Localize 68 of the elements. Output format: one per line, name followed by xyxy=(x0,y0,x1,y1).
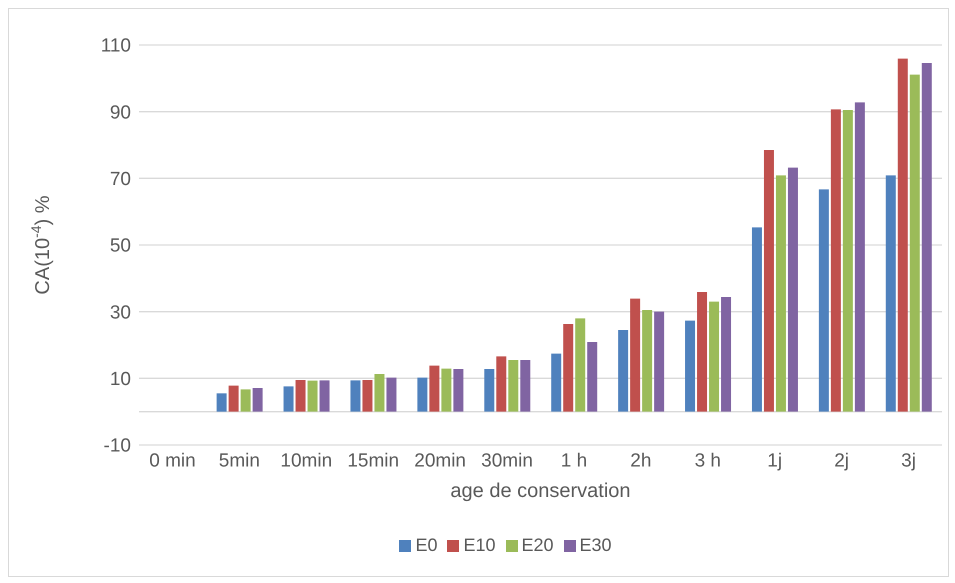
x-tick-label: 10min xyxy=(280,450,332,472)
bar xyxy=(216,393,227,412)
legend-label: E10 xyxy=(463,535,496,555)
bar xyxy=(350,380,360,412)
bar xyxy=(563,324,574,412)
bar xyxy=(429,366,440,412)
y-tick-label: 50 xyxy=(110,236,131,257)
bar xyxy=(441,368,452,412)
bar xyxy=(922,63,932,412)
x-tick-label: 5min xyxy=(218,450,260,472)
bar xyxy=(721,297,732,412)
y-tick-label: 90 xyxy=(110,102,131,124)
bar xyxy=(575,318,586,412)
bar xyxy=(618,330,628,412)
bar xyxy=(453,369,464,412)
bar xyxy=(252,388,263,412)
bar xyxy=(842,110,853,412)
x-tick-label: 2j xyxy=(834,450,850,472)
x-tick-label: 15min xyxy=(347,450,400,472)
x-tick-label: 0 min xyxy=(149,450,196,472)
legend-label: E0 xyxy=(415,535,438,555)
bar xyxy=(240,389,251,412)
x-tick-label: 1j xyxy=(767,450,782,472)
bar xyxy=(630,298,640,412)
bar xyxy=(776,175,786,412)
y-tick-label: -10 xyxy=(104,436,131,457)
legend-label: E20 xyxy=(522,535,554,555)
bar xyxy=(228,386,239,412)
bar xyxy=(654,312,664,412)
x-axis-title: age de conservation xyxy=(450,480,631,502)
bar xyxy=(362,380,372,412)
bar xyxy=(320,380,330,412)
bar xyxy=(296,380,306,412)
bar xyxy=(587,342,598,412)
bar xyxy=(508,360,518,412)
bar xyxy=(284,386,294,412)
bar xyxy=(697,292,708,412)
bar xyxy=(642,310,652,412)
bar xyxy=(496,356,506,412)
bar xyxy=(886,175,896,412)
bar xyxy=(764,150,774,412)
bar xyxy=(709,302,720,412)
bar xyxy=(386,378,396,412)
bar xyxy=(520,360,530,412)
bar xyxy=(484,369,494,412)
bar xyxy=(910,74,920,412)
y-tick-label: 10 xyxy=(110,369,131,390)
x-tick-label: 2h xyxy=(630,450,652,472)
x-tick-label: 30min xyxy=(481,450,533,472)
x-tick-label: 20min xyxy=(414,450,466,472)
bar xyxy=(374,374,384,412)
bar xyxy=(854,102,865,412)
x-tick-label: 1 h xyxy=(560,450,588,472)
legend-label: E30 xyxy=(580,535,612,555)
y-tick-label: 30 xyxy=(110,302,131,324)
bar xyxy=(551,354,562,412)
bar xyxy=(788,168,798,412)
x-tick-label: 3 h xyxy=(694,450,722,472)
y-tick-label: 110 xyxy=(100,36,131,57)
x-tick-label: 3j xyxy=(901,450,916,472)
y-tick-label: 70 xyxy=(110,169,131,190)
bar xyxy=(898,58,908,412)
bar xyxy=(417,378,428,412)
bar xyxy=(818,189,829,412)
bar xyxy=(830,109,841,412)
bar xyxy=(308,380,318,412)
bar xyxy=(752,227,762,412)
bar xyxy=(685,320,696,412)
